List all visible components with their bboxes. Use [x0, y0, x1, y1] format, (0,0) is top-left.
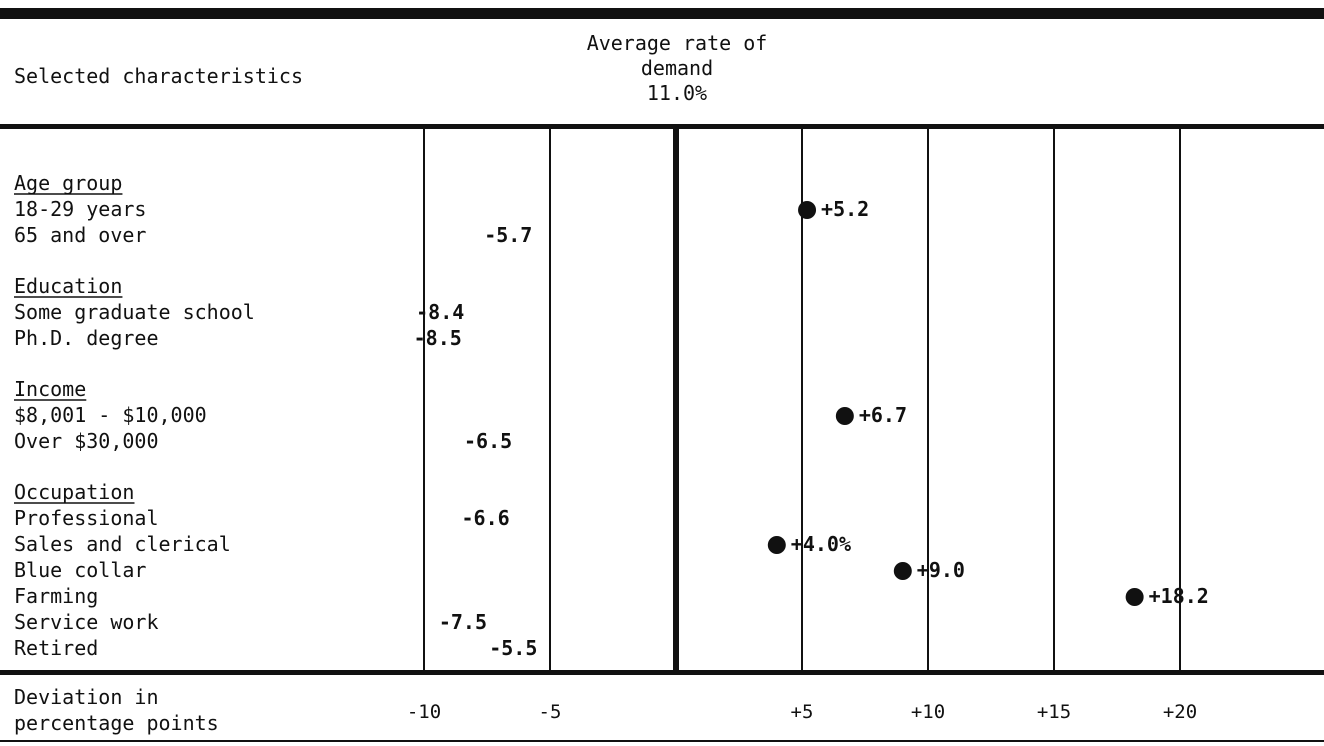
data-point-marker [1125, 588, 1144, 606]
data-point-marker [767, 536, 786, 554]
row-label: Some graduate school [14, 300, 255, 324]
plot-bottom-rule [0, 670, 1324, 675]
header-center-line-2: demand [641, 56, 713, 80]
data-value-label: -7.5 [439, 610, 487, 634]
row-label: Retired [14, 636, 98, 660]
group-heading: Age group [14, 171, 122, 195]
x-tick-label: -10 [407, 701, 441, 723]
data-value-label: -8.4 [416, 300, 464, 324]
x-axis-label-line-2: percentage points [14, 711, 219, 735]
data-value-label: -5.5 [489, 636, 537, 660]
header-left-label: Selected characteristics [14, 64, 303, 88]
x-tick-label: -5 [539, 701, 562, 723]
footer-rule [0, 740, 1324, 742]
data-point-marker [798, 201, 817, 219]
row-label: Farming [14, 584, 98, 608]
row-label: Service work [14, 610, 159, 634]
data-value-label: -6.5 [464, 429, 512, 453]
data-value-label: -6.6 [462, 506, 510, 530]
data-point-marker [835, 407, 854, 425]
data-value-label: +4.0% [791, 532, 851, 556]
x-tick-label: +5 [791, 701, 814, 723]
x-tick-labels: -10 -5 +5 +10 +15 +20 [407, 701, 1197, 723]
data-value-label: -5.7 [484, 223, 532, 247]
header-center-line-3: 11.0% [647, 81, 707, 105]
baseline-line [673, 129, 679, 671]
row-label: 65 and over [14, 223, 146, 247]
top-rule [0, 8, 1324, 19]
group-heading: Occupation [14, 480, 134, 504]
x-tick-label: +15 [1037, 701, 1071, 723]
row-label: Sales and clerical [14, 532, 231, 556]
header-center-line-1: Average rate of [587, 31, 768, 55]
row-label: Blue collar [14, 558, 146, 582]
data-marks: +5.2 -5.7 -8.4-8.5 +6.7 -6.5 -6.6 +4.0% +9.0 +18… [414, 197, 1209, 660]
data-point-marker [893, 562, 912, 580]
header-rule [0, 124, 1324, 129]
row-label: Over $30,000 [14, 429, 159, 453]
data-value-label: +9.0 [917, 558, 965, 582]
row-label: 18-29 years [14, 197, 146, 221]
data-value-label: -8.5 [414, 326, 462, 350]
data-value-label: +18.2 [1149, 584, 1209, 608]
row-label: Ph.D. degree [14, 326, 159, 350]
x-tick-label: +20 [1163, 701, 1197, 723]
x-axis-label-line-1: Deviation in [14, 685, 159, 709]
row-label: $8,001 - $10,000 [14, 403, 207, 427]
group-heading: Income [14, 377, 86, 401]
x-tick-label: +10 [911, 701, 945, 723]
grid-lines [423, 129, 1181, 671]
data-value-label: +6.7 [859, 403, 907, 427]
data-value-label: +5.2 [821, 197, 869, 221]
group-heading: Education [14, 274, 122, 298]
row-label: Professional [14, 506, 159, 530]
